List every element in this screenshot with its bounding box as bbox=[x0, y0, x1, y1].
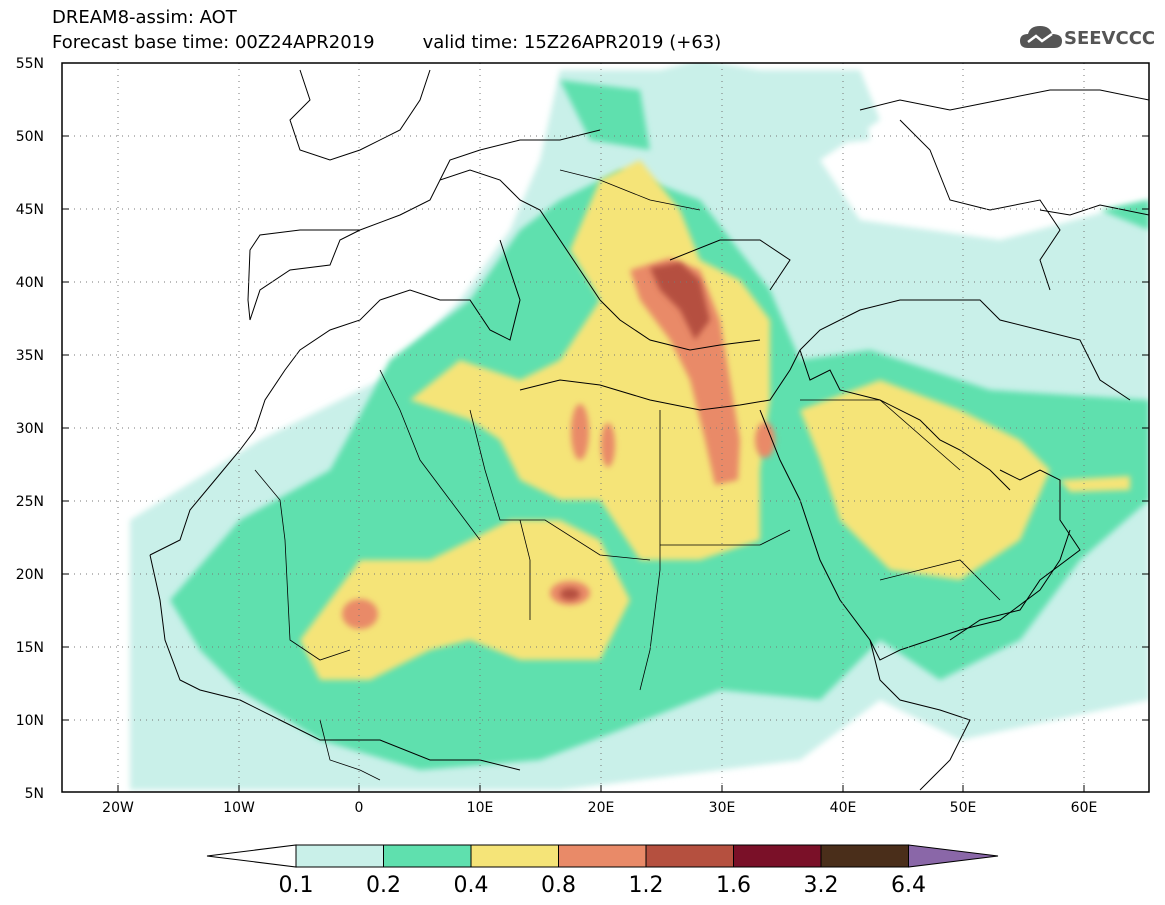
lon-label: 10E bbox=[467, 800, 494, 816]
lat-label: 5N bbox=[25, 786, 44, 802]
lat-label: 30N bbox=[16, 421, 44, 437]
colorbar-over-arrow bbox=[908, 844, 999, 868]
lat-label: 45N bbox=[16, 202, 44, 218]
colorbar-tick: 1.2 bbox=[628, 873, 664, 898]
colorbar-swatch bbox=[733, 844, 822, 868]
colorbar-swatch bbox=[295, 844, 384, 868]
colorbar-tick: 0.2 bbox=[366, 873, 401, 898]
lon-label: 0 bbox=[355, 800, 364, 816]
colorbar-swatch bbox=[558, 844, 647, 868]
colorbar-tick: 0.1 bbox=[278, 873, 314, 898]
lon-label: 20E bbox=[588, 800, 615, 816]
lon-label: 20W bbox=[102, 800, 134, 816]
lon-label: 60E bbox=[1071, 800, 1098, 816]
aot-field bbox=[62, 63, 1149, 792]
lat-label: 15N bbox=[16, 640, 44, 656]
borders bbox=[254, 169, 1001, 781]
base-time: Forecast base time: 00Z24APR2019 bbox=[52, 32, 375, 53]
lat-label: 20N bbox=[16, 567, 44, 583]
lon-label: 30E bbox=[709, 800, 736, 816]
lat-label: 55N bbox=[16, 56, 44, 72]
colorbar-tick: 6.4 bbox=[891, 873, 926, 898]
valid-time: valid time: 15Z26APR2019 (+63) bbox=[422, 32, 722, 53]
colorbar-swatch bbox=[383, 844, 472, 868]
lat-label: 35N bbox=[16, 348, 44, 364]
colorbar-tick: 1.6 bbox=[716, 873, 751, 898]
colorbar-swatch bbox=[645, 844, 734, 868]
map-title: DREAM8-assim: AOT bbox=[52, 7, 237, 28]
lon-label: 40E bbox=[830, 800, 857, 816]
lat-label: 40N bbox=[16, 275, 44, 291]
lat-label: 10N bbox=[16, 713, 44, 729]
colorbar-tick: 3.2 bbox=[803, 873, 839, 898]
colorbar-under-arrow bbox=[206, 844, 297, 868]
colorbar bbox=[206, 844, 999, 868]
lat-label: 50N bbox=[16, 129, 44, 145]
lon-label: 10W bbox=[223, 800, 255, 816]
colorbar-swatch bbox=[470, 844, 559, 868]
lon-label: 50E bbox=[950, 800, 977, 816]
cloud-icon bbox=[1020, 26, 1062, 48]
lat-label: 25N bbox=[16, 494, 44, 510]
lat-ticks bbox=[62, 62, 1149, 792]
colorbar-tick: 0.4 bbox=[453, 873, 489, 898]
time-info: Forecast base time: 00Z24APR2019 valid ti… bbox=[52, 33, 721, 53]
coastlines bbox=[149, 69, 1149, 791]
seevccc-logo: SEEVCCC bbox=[1018, 22, 1158, 58]
colorbar-swatch bbox=[820, 844, 909, 868]
colorbar-tick: 0.8 bbox=[541, 873, 576, 898]
logo-text: SEEVCCC bbox=[1064, 28, 1156, 49]
